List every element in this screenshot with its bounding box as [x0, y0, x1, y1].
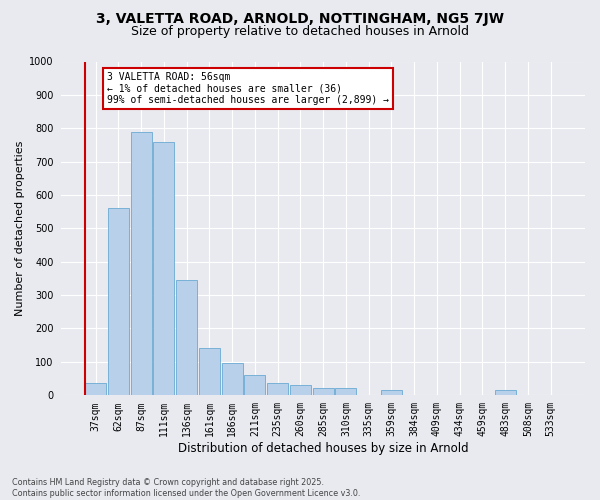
Bar	[313, 388, 334, 395]
Bar	[290, 385, 311, 395]
Bar	[335, 388, 356, 395]
Bar	[108, 208, 129, 395]
Text: Size of property relative to detached houses in Arnold: Size of property relative to detached ho…	[131, 25, 469, 38]
Bar	[221, 364, 242, 395]
Bar	[154, 142, 175, 395]
Bar	[244, 375, 265, 395]
Y-axis label: Number of detached properties: Number of detached properties	[15, 140, 25, 316]
Bar	[176, 280, 197, 395]
Bar	[495, 390, 515, 395]
Text: 3, VALETTA ROAD, ARNOLD, NOTTINGHAM, NG5 7JW: 3, VALETTA ROAD, ARNOLD, NOTTINGHAM, NG5…	[96, 12, 504, 26]
X-axis label: Distribution of detached houses by size in Arnold: Distribution of detached houses by size …	[178, 442, 469, 455]
Bar	[85, 383, 106, 395]
Bar	[199, 348, 220, 395]
Bar	[267, 384, 288, 395]
Text: Contains HM Land Registry data © Crown copyright and database right 2025.
Contai: Contains HM Land Registry data © Crown c…	[12, 478, 361, 498]
Bar	[131, 132, 152, 395]
Bar	[381, 390, 402, 395]
Text: 3 VALETTA ROAD: 56sqm
← 1% of detached houses are smaller (36)
99% of semi-detac: 3 VALETTA ROAD: 56sqm ← 1% of detached h…	[107, 72, 389, 104]
